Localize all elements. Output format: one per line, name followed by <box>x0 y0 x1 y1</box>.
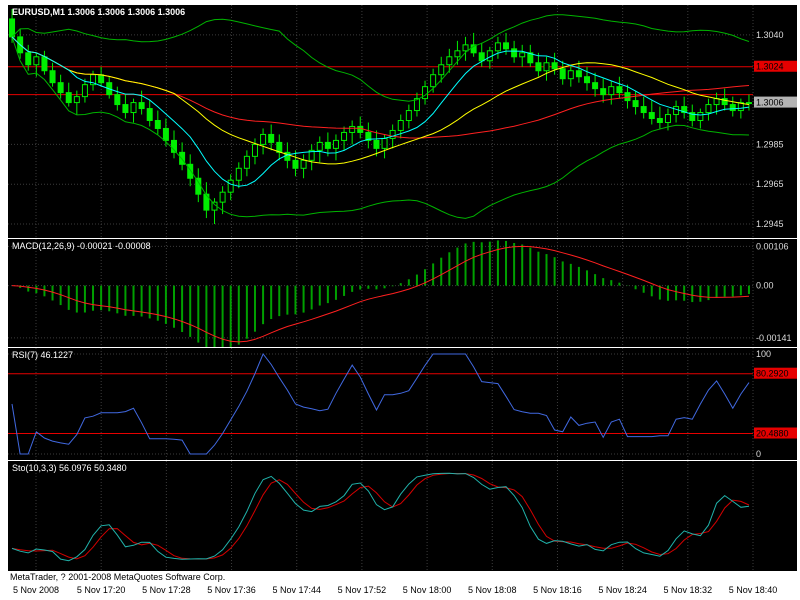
time-axis-label: 5 Nov 18:08 <box>467 585 517 595</box>
time-axis-label: 5 Nov 17:44 <box>272 585 321 595</box>
price-chart-panel[interactable]: 1.3040 1.2985 1.2965 1.2945 1.3024 1.3006 EUR… <box>8 5 797 238</box>
time-axis-label: 5 Nov 17:28 <box>142 585 191 595</box>
panel-separator[interactable] <box>8 238 797 239</box>
svg-text:0: 0 <box>756 449 761 459</box>
svg-text:1.2945: 1.2945 <box>756 219 784 229</box>
price-chart-canvas[interactable]: 1.3040 1.2985 1.2965 1.2945 1.3024 1.3006 <box>8 5 797 238</box>
chart-area[interactable]: 1.3040 1.2985 1.2965 1.2945 1.3024 1.3006 EUR… <box>8 5 797 571</box>
macd-panel[interactable]: 0.00106 0.00 -0.00141 MACD(12,26,9) -0.000… <box>8 239 797 347</box>
rsi-panel[interactable]: 100 0 80.2920 20.4880 RSI(7) 46.1227 <box>8 348 797 460</box>
svg-text:0.00106: 0.00106 <box>756 241 789 251</box>
time-axis-label: 5 Nov 17:20 <box>76 585 126 595</box>
rsi-canvas[interactable]: 100 0 80.2920 20.4880 <box>8 348 797 460</box>
stochastic-canvas[interactable] <box>8 461 797 571</box>
time-labels-row: 5 Nov 2008 5 Nov 17:20 5 Nov 17:28 5 Nov 17… <box>0 585 800 598</box>
time-axis-label: 5 Nov 18:24 <box>598 585 647 595</box>
svg-text:1.3006: 1.3006 <box>756 98 784 108</box>
time-axis[interactable]: MetaTrader, ? 2001-2008 MetaQuotes Softw… <box>0 571 800 600</box>
time-axis-label: 5 Nov 18:40 <box>728 585 778 595</box>
time-axis-label: 5 Nov 17:36 <box>207 585 256 595</box>
svg-text:100: 100 <box>756 349 771 359</box>
svg-text:1.2985: 1.2985 <box>756 139 784 149</box>
svg-text:80.2920: 80.2920 <box>756 369 789 379</box>
time-axis-label: 5 Nov 18:00 <box>402 585 452 595</box>
svg-text:1.3024: 1.3024 <box>756 62 784 72</box>
svg-text:-0.00141: -0.00141 <box>756 333 792 343</box>
time-axis-label: 5 Nov 18:32 <box>663 585 713 595</box>
svg-text:1.3040: 1.3040 <box>756 30 784 40</box>
copyright-text: MetaTrader, ? 2001-2008 MetaQuotes Softw… <box>10 572 226 582</box>
svg-text:0.00: 0.00 <box>756 281 774 291</box>
panel-separator[interactable] <box>8 347 797 348</box>
svg-text:1.2965: 1.2965 <box>756 179 784 189</box>
time-axis-label: 5 Nov 18:16 <box>533 585 582 595</box>
time-axis-label: 5 Nov 17:52 <box>337 585 387 595</box>
panel-separator[interactable] <box>8 460 797 461</box>
svg-text:20.4880: 20.4880 <box>756 429 789 439</box>
macd-canvas[interactable]: 0.00106 0.00 -0.00141 <box>8 239 797 347</box>
time-axis-label: 5 Nov 2008 <box>12 585 60 595</box>
stochastic-panel[interactable]: Sto(10,3,3) 56.0976 50.3480 <box>8 461 797 571</box>
